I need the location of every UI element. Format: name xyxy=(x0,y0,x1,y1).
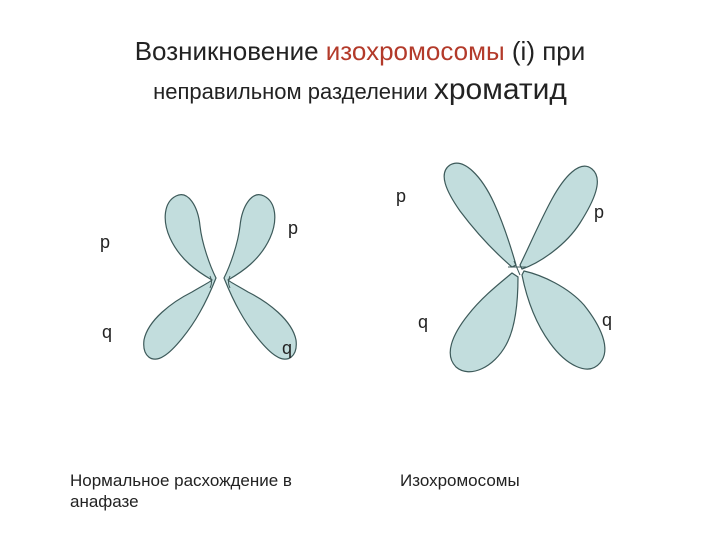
iso-lower-right-arm xyxy=(522,271,605,369)
title-line-2: неправильном разделении хроматид xyxy=(0,70,720,111)
right-q-left-label: q xyxy=(418,312,428,333)
left-caption: Нормальное расхождение в анафазе xyxy=(70,470,320,513)
title-part1: Возникновение xyxy=(135,36,326,66)
title-line-1: Возникновение изохромосомы (i) при xyxy=(0,34,720,69)
right-chromatid xyxy=(224,195,296,359)
left-p-right-label: p xyxy=(288,218,298,239)
right-p-right-label: p xyxy=(594,202,604,223)
right-caption: Изохромосомы xyxy=(400,470,600,491)
iso-upper-left-arm xyxy=(444,163,516,267)
title-line2a: неправильном разделении xyxy=(153,79,434,104)
left-q-left-label: q xyxy=(102,322,112,343)
title-part2: (i) при xyxy=(505,36,586,66)
right-chromosome-figure xyxy=(400,155,630,385)
iso-lower-left-arm xyxy=(450,273,518,372)
right-q-right-label: q xyxy=(602,310,612,331)
left-q-right-label: q xyxy=(282,338,292,359)
right-p-left-label: p xyxy=(396,186,406,207)
iso-upper-right-arm xyxy=(520,166,597,269)
left-p-left-label: p xyxy=(100,232,110,253)
left-chromatid xyxy=(144,195,216,359)
title-highlight: изохромосомы xyxy=(326,36,505,66)
title-line2b: хроматид xyxy=(434,73,567,106)
